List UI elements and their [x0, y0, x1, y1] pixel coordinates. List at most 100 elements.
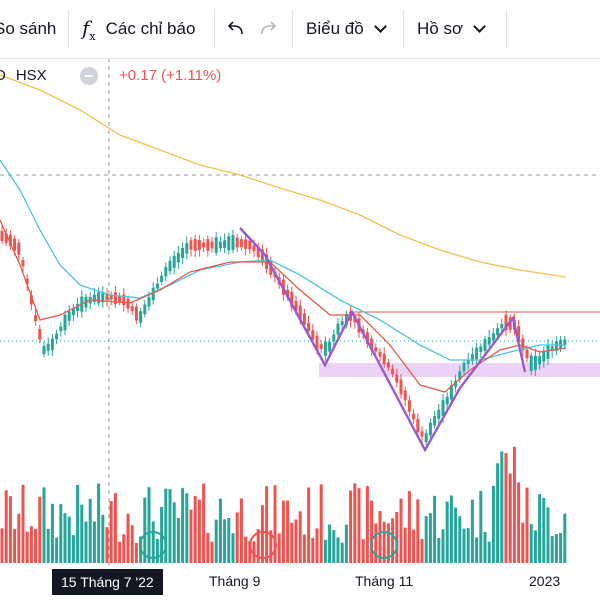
candle-body [248, 240, 252, 250]
candle-body [487, 337, 491, 345]
redo-icon [261, 21, 277, 35]
candle-body [315, 335, 319, 351]
candle-body [462, 362, 466, 372]
volume-bar [508, 473, 512, 563]
volume-bar [76, 484, 80, 563]
candle-body [517, 326, 521, 342]
symbol-legend: D HSX [0, 64, 47, 86]
compare-button[interactable]: So sánh [0, 0, 56, 58]
candle-body [525, 349, 529, 359]
candle-body [437, 409, 441, 419]
candle-body [294, 300, 298, 312]
toolbar-divider [214, 10, 215, 48]
volume-bar [185, 493, 189, 563]
volume-bar [433, 495, 437, 563]
candle-body [29, 295, 33, 305]
candle-body [370, 338, 374, 350]
volume-bar [193, 496, 197, 563]
volume-bar [265, 486, 269, 563]
volume-bar [374, 523, 378, 563]
candle-body [181, 248, 185, 259]
candle-body [218, 241, 222, 249]
volume-bar [13, 528, 17, 563]
volume-bar [38, 496, 42, 563]
volume-bar [323, 539, 327, 563]
chart-type-button[interactable]: Biểu đồ [306, 0, 387, 58]
candle-body [71, 308, 75, 316]
volume-bar [542, 497, 546, 563]
candle-body [223, 240, 227, 248]
volume-bar [403, 527, 407, 563]
volume-bar [344, 524, 348, 563]
symbol-suffix: D [0, 66, 6, 84]
candle-body [59, 326, 63, 332]
crosshair-date-label: 15 Tháng 7 '22 [52, 569, 163, 595]
volume-bar [21, 484, 25, 563]
volume-bar [559, 533, 563, 563]
candle-body [374, 347, 378, 352]
volume-bar [370, 500, 374, 563]
candle-body [399, 379, 403, 395]
candle-body [298, 305, 302, 320]
candle-body [55, 333, 59, 340]
candle-body [160, 275, 164, 282]
chart-toolbar: So sánh fx Các chỉ báo Biểu đồ Hồ sơ [0, 0, 600, 59]
candle-body [50, 338, 54, 350]
candle-body [134, 306, 138, 321]
volume-bar [529, 524, 533, 563]
volume-bar [252, 541, 256, 563]
redo-button[interactable] [258, 0, 278, 58]
volume-bar [298, 511, 302, 563]
candle-body [189, 240, 193, 250]
candle-body [344, 313, 348, 326]
volume-bar [521, 522, 525, 563]
volume-bar [328, 524, 332, 563]
volume-bar [244, 536, 248, 563]
candle-body [521, 338, 525, 351]
volume-bar [92, 521, 96, 563]
compare-label: So sánh [0, 19, 57, 38]
volume-bar [34, 529, 38, 563]
volume-bar [8, 496, 12, 563]
candle-body [491, 333, 495, 340]
volume-bar [25, 531, 29, 563]
volume-bar [538, 494, 542, 563]
candle-body [17, 242, 21, 255]
candle-body [239, 239, 243, 248]
exchange-label: HSX [15, 66, 47, 84]
candle-body [395, 374, 399, 383]
candle-body [559, 339, 563, 349]
volume-bar [496, 463, 500, 563]
volume-bar [84, 521, 88, 563]
pattern-drawing [239, 227, 527, 453]
volume-bar [155, 538, 159, 563]
indicators-button[interactable]: fx Các chỉ báo [82, 0, 195, 58]
volume-bar [517, 482, 521, 563]
candle-body [336, 323, 340, 335]
volume-bar [88, 498, 92, 563]
price-change: +0.17 (+1.11%) [119, 66, 222, 84]
volume-bar [50, 503, 54, 563]
candle-body [185, 243, 189, 254]
candle-body [529, 355, 533, 371]
volume-bar [46, 528, 50, 563]
candle-body [235, 237, 239, 248]
candle-body [290, 291, 294, 308]
undo-button[interactable] [226, 0, 246, 58]
candle-body [34, 315, 38, 322]
volume-bar [361, 539, 365, 563]
candle-body [420, 431, 424, 437]
volume-bar [143, 497, 147, 563]
time-axis-label: 2023 [529, 573, 561, 589]
volume-bar [256, 529, 260, 563]
volume-bar [101, 514, 105, 563]
candle-body [202, 242, 206, 248]
volume-bar [164, 488, 168, 563]
candle-body [206, 239, 210, 251]
volume-bar [454, 507, 458, 563]
profile-button[interactable]: Hồ sơ [417, 0, 486, 58]
volume-bar [71, 535, 75, 563]
candle-body [63, 314, 67, 331]
collapse-legend-button[interactable] [80, 67, 98, 85]
